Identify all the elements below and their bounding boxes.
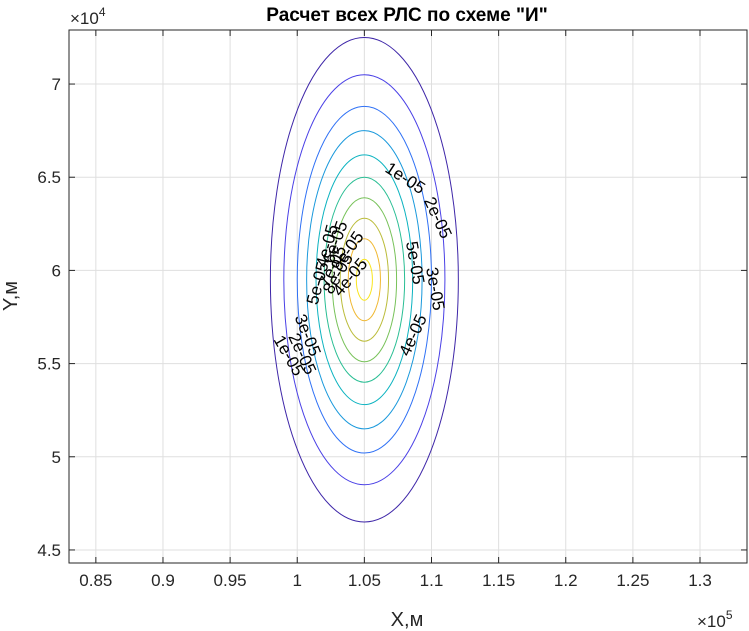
x-tick-label: 0.95: [214, 571, 247, 590]
contour-line: [347, 238, 381, 322]
contour-line: [283, 74, 446, 486]
x-tick-label: 1.2: [554, 571, 578, 590]
ticks: 0.85 0.9 0.95 1 1.05 1.1 1.15 1.2 1.25 1.3 4.5 5 5.5…: [37, 30, 747, 590]
y-tick-label: 5: [52, 448, 61, 467]
x-exponent-power: 5: [726, 608, 733, 622]
y-exponent-power: 4: [99, 5, 106, 19]
axes-box: [68, 29, 748, 564]
x-tick-label: 0.9: [151, 571, 175, 590]
contour-line: [315, 154, 414, 406]
x-exponent-label: ×105: [697, 608, 733, 631]
contour-lines: [269, 36, 459, 523]
x-tick-label: 0.85: [79, 571, 112, 590]
y-tick-label: 4.5: [37, 541, 61, 560]
grid: [69, 30, 747, 563]
y-tick-label: 6.5: [37, 168, 61, 187]
x-tick-label: 1.1: [420, 571, 444, 590]
chart-title: Расчет всех РЛС по схеме "И": [266, 5, 547, 26]
y-tick-label: 5.5: [37, 355, 61, 374]
y-tick-label: 7: [52, 75, 61, 94]
x-exponent-base: ×10: [697, 612, 726, 631]
y-tick-label: 6: [52, 261, 61, 280]
plot-area: [69, 30, 747, 563]
x-tick-label: 1: [293, 571, 302, 590]
contour-line: [296, 105, 432, 454]
contour-line: [339, 217, 390, 342]
contour-line: [331, 197, 398, 363]
y-axis-label: Y,м: [0, 281, 22, 311]
x-tick-label: 1.15: [482, 571, 515, 590]
x-tick-label: 1.05: [348, 571, 381, 590]
contour-line: [355, 258, 373, 301]
contour-line: [269, 36, 459, 523]
y-exponent-label: ×104: [70, 5, 106, 28]
y-exponent-base: ×10: [70, 9, 99, 28]
contour-line: [323, 176, 406, 383]
svg-text:×104: ×104: [70, 5, 106, 28]
x-tick-label: 1.25: [616, 571, 649, 590]
svg-text:×105: ×105: [697, 608, 733, 631]
contour-line: [306, 130, 423, 430]
x-axis-label: X,м: [391, 609, 424, 631]
x-tick-label: 1.3: [688, 571, 712, 590]
